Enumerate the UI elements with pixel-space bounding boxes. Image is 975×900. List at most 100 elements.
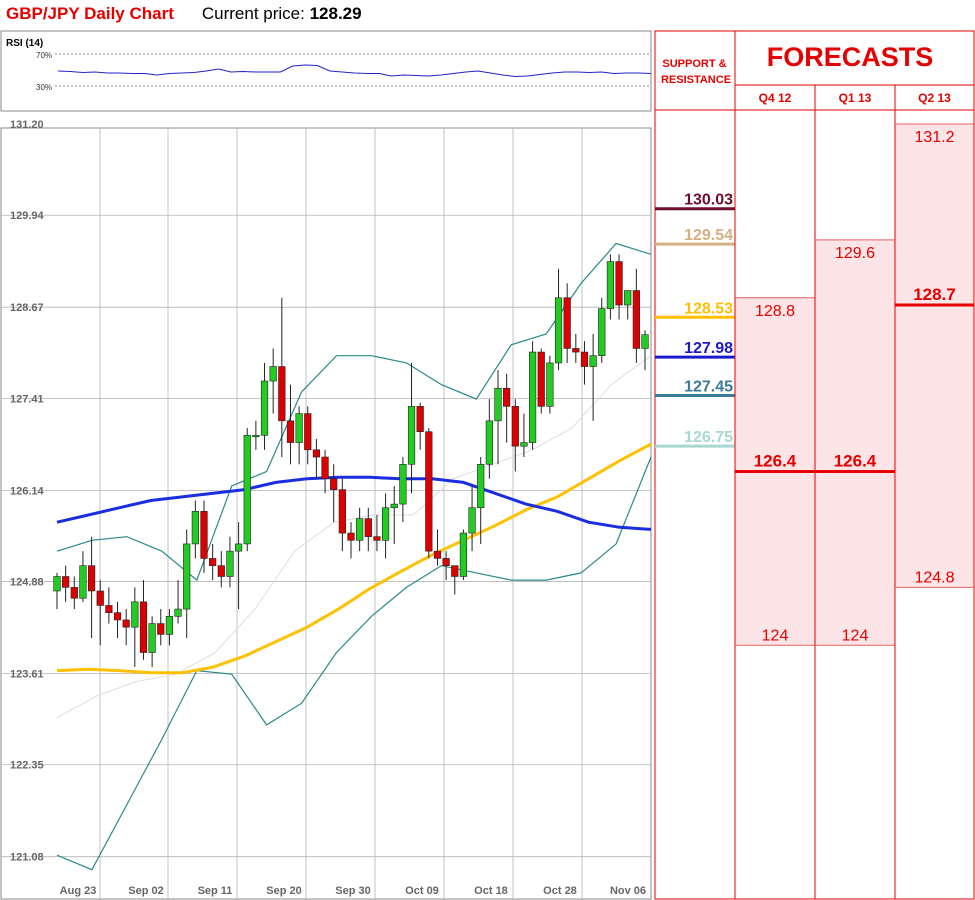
candle-body-up (554, 297, 563, 364)
candle (252, 420, 260, 450)
candle-body-down (451, 565, 459, 577)
candle (416, 402, 424, 450)
candle-body-down (217, 565, 225, 577)
candle (399, 457, 407, 523)
candle (295, 406, 303, 465)
y-tick-label: 122.35 (10, 760, 44, 772)
forecast-quarter-label: Q2 13 (918, 91, 951, 105)
candle (217, 551, 225, 588)
candle-body-up (174, 608, 182, 617)
y-tick-label: 127.41 (10, 393, 44, 405)
candle (494, 370, 502, 465)
candle (105, 587, 113, 624)
candle (624, 290, 632, 320)
candle (330, 464, 338, 523)
candle-body-down (312, 449, 321, 458)
candle (546, 355, 554, 414)
sr-frame (654, 30, 736, 900)
candle-body-down (62, 576, 70, 588)
candle (373, 514, 381, 552)
candle-body-up (53, 576, 61, 592)
candle-body-up (520, 442, 528, 447)
candle (520, 413, 528, 458)
candle-body-up (191, 511, 199, 545)
candle (381, 493, 390, 559)
candle (459, 529, 468, 581)
candle-body-up (165, 616, 174, 635)
candle-body-down (139, 601, 148, 653)
candle (165, 609, 174, 646)
candle-body-up (606, 261, 615, 309)
candle (468, 486, 476, 552)
forecast-mid-value: 126.4 (834, 452, 877, 471)
candle-body-up (381, 507, 390, 541)
current-price-label: Current price: (201, 4, 305, 23)
candle (234, 522, 243, 610)
chart-header: GBP/JPY Daily Chart Current price: 128.29 (6, 4, 362, 24)
candle (139, 580, 148, 660)
x-tick-label: Sep 30 (335, 885, 370, 897)
y-tick-label: 124.88 (10, 577, 44, 589)
candle-body-down (580, 351, 589, 367)
candle-body-up (260, 380, 269, 436)
y-tick-label: 131.20 (10, 119, 44, 131)
current-price-value: 128.29 (309, 4, 362, 23)
candle-body-up (131, 601, 139, 628)
candle-body-down (347, 532, 355, 541)
candle-body-up (234, 543, 243, 552)
candle (200, 500, 208, 573)
candle-body-up (477, 463, 485, 509)
candle-body-up (589, 355, 597, 367)
bollinger-upper-band (56, 242, 652, 582)
moving-average-fast-line (56, 475, 652, 531)
sr-level-value: 130.03 (684, 192, 733, 209)
forecast-column: Q1 13 129.6 126.4 124 (814, 85, 895, 899)
support-resistance-panel: SUPPORT & RESISTANCE 130.03129.54128.531… (654, 30, 736, 900)
forecast-low-value: 124.8 (914, 569, 954, 586)
candle-body-down (572, 348, 580, 353)
forecast-quarter-label: Q1 13 (839, 91, 872, 105)
candle (260, 362, 269, 450)
y-tick-label: 128.67 (10, 302, 44, 314)
candle-body-up (641, 334, 649, 349)
x-tick-label: Nov 06 (610, 885, 646, 897)
rsi-frame (0, 30, 652, 112)
candle-body-down (278, 366, 286, 422)
rsi-level-70-label: 70% (36, 51, 52, 60)
candle-body-up (183, 543, 191, 610)
candle (528, 341, 537, 450)
sr-level-value: 127.98 (684, 340, 733, 357)
candle-body-up (243, 435, 251, 545)
sr-level-value: 127.45 (684, 379, 733, 396)
candle-body-up (407, 406, 416, 465)
forecast-mid-value: 126.4 (754, 452, 797, 471)
candle-body-up (79, 565, 87, 599)
candle (243, 428, 251, 552)
candle-body-up (390, 503, 398, 509)
candle (304, 406, 312, 465)
candle (425, 428, 433, 559)
rsi-panel: RSI (14) 70% 30% (0, 30, 652, 112)
candle (442, 551, 450, 581)
candle-body-down (511, 406, 519, 447)
candle-body-down (442, 558, 450, 566)
x-tick-label: Oct 28 (543, 885, 577, 897)
sr-level: 127.98 (655, 340, 735, 359)
candle-body-up (485, 420, 493, 465)
candle (286, 384, 295, 465)
candle (511, 399, 519, 472)
sr-level: 129.54 (655, 227, 735, 246)
candle-body-down (157, 623, 165, 635)
candle-body-up (459, 532, 468, 577)
candle (347, 522, 355, 559)
candle-body-up (624, 290, 632, 306)
candle-body-down (433, 550, 442, 559)
x-tick-label: Oct 09 (405, 885, 439, 897)
forecast-quarter-label: Q4 12 (759, 91, 792, 105)
candle-body-down (537, 351, 545, 407)
sr-level-value: 128.53 (684, 300, 733, 317)
candle-body-down (632, 290, 640, 349)
candle (433, 529, 442, 566)
forecast-columns: Q4 12 128.8 126.4 124 Q1 13 129.6 126.4 124 Q2 1… (735, 85, 974, 899)
